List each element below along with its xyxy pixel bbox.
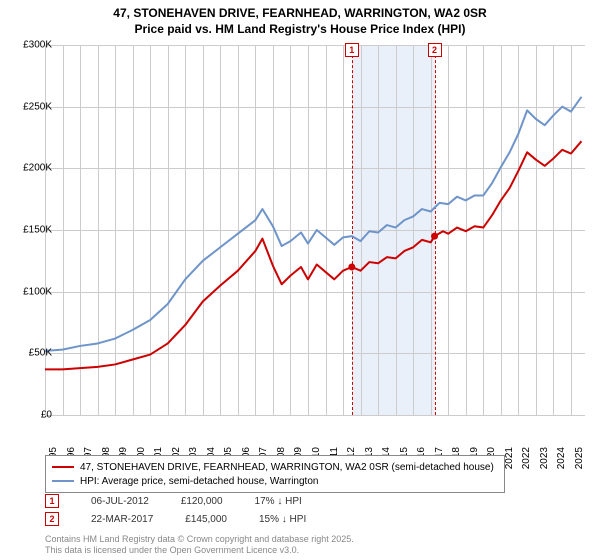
line-series bbox=[45, 45, 585, 415]
ytick-label: £150K bbox=[12, 225, 52, 236]
event-date: 22-MAR-2017 bbox=[91, 514, 153, 525]
event-price: £120,000 bbox=[181, 496, 223, 507]
sales-events-table: 1 06-JUL-2012 £120,000 17% ↓ HPI 2 22-MA… bbox=[45, 492, 306, 528]
xtick-label: 2024 bbox=[556, 447, 567, 469]
series-property bbox=[45, 141, 581, 369]
xtick-label: 2021 bbox=[504, 447, 515, 469]
event-delta: 17% ↓ HPI bbox=[255, 496, 302, 507]
gridline-h bbox=[45, 415, 585, 416]
chart-title: 47, STONEHAVEN DRIVE, FEARNHEAD, WARRING… bbox=[0, 0, 600, 37]
sale-marker-dot bbox=[431, 233, 438, 240]
event-marker-1: 1 bbox=[45, 494, 59, 508]
legend-item-hpi: HPI: Average price, semi-detached house,… bbox=[52, 474, 498, 488]
ytick-label: £300K bbox=[12, 40, 52, 51]
legend-swatch-property bbox=[52, 466, 74, 468]
legend-item-property: 47, STONEHAVEN DRIVE, FEARNHEAD, WARRING… bbox=[52, 460, 498, 474]
ytick-label: £200K bbox=[12, 163, 52, 174]
ytick-label: £250K bbox=[12, 101, 52, 112]
title-line1: 47, STONEHAVEN DRIVE, FEARNHEAD, WARRING… bbox=[0, 6, 600, 22]
event-marker-2: 2 bbox=[45, 512, 59, 526]
legend-swatch-hpi bbox=[52, 480, 74, 482]
legend: 47, STONEHAVEN DRIVE, FEARNHEAD, WARRING… bbox=[45, 455, 505, 493]
title-line2: Price paid vs. HM Land Registry's House … bbox=[0, 22, 600, 38]
xtick-label: 2022 bbox=[521, 447, 532, 469]
ytick-label: £50K bbox=[12, 348, 52, 359]
table-row: 2 22-MAR-2017 £145,000 15% ↓ HPI bbox=[45, 510, 306, 528]
footer-line2: This data is licensed under the Open Gov… bbox=[45, 545, 354, 556]
footer-attribution: Contains HM Land Registry data © Crown c… bbox=[45, 534, 354, 556]
legend-label-property: 47, STONEHAVEN DRIVE, FEARNHEAD, WARRING… bbox=[80, 462, 494, 473]
ytick-label: £0 bbox=[12, 410, 52, 421]
xtick-label: 2025 bbox=[574, 447, 585, 469]
event-date: 06-JUL-2012 bbox=[91, 496, 149, 507]
table-row: 1 06-JUL-2012 £120,000 17% ↓ HPI bbox=[45, 492, 306, 510]
sale-marker-dot bbox=[348, 264, 355, 271]
ytick-label: £100K bbox=[12, 286, 52, 297]
chart-plot-area: 12 bbox=[45, 45, 585, 415]
event-delta: 15% ↓ HPI bbox=[259, 514, 306, 525]
series-hpi bbox=[45, 97, 581, 351]
event-price: £145,000 bbox=[185, 514, 227, 525]
footer-line1: Contains HM Land Registry data © Crown c… bbox=[45, 534, 354, 545]
xtick-label: 2023 bbox=[539, 447, 550, 469]
legend-label-hpi: HPI: Average price, semi-detached house,… bbox=[80, 476, 318, 487]
